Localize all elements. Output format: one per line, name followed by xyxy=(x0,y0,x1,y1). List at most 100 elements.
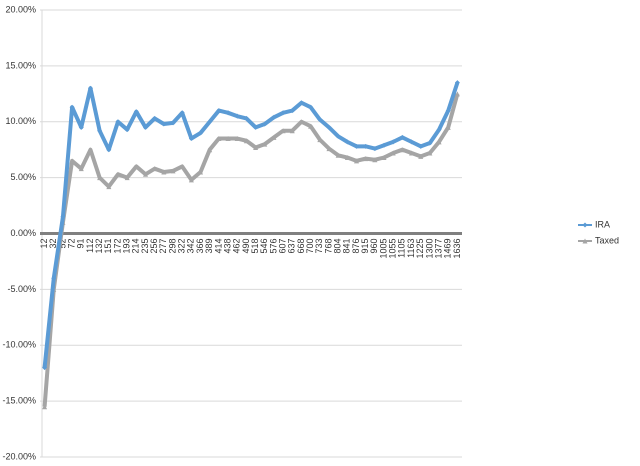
y-tick-label: 0.00% xyxy=(10,228,36,238)
x-tick-label: 1225 xyxy=(415,239,425,259)
data-point xyxy=(262,121,268,127)
data-point xyxy=(207,119,213,125)
data-point xyxy=(354,158,359,164)
data-point xyxy=(280,110,286,116)
data-point xyxy=(381,155,387,161)
data-point xyxy=(335,152,341,158)
y-tick-label: 20.00% xyxy=(5,4,36,14)
data-point xyxy=(78,124,84,130)
data-point xyxy=(399,134,405,140)
legend-marker xyxy=(582,238,588,244)
x-tick-label: 607 xyxy=(277,239,287,254)
y-tick-label: 15.00% xyxy=(5,60,36,70)
x-tick-label: 342 xyxy=(186,239,196,254)
data-point xyxy=(234,136,240,142)
x-tick-label: 32 xyxy=(48,239,58,249)
x-tick-label: 151 xyxy=(103,239,113,254)
data-point xyxy=(271,134,277,140)
data-point xyxy=(253,124,259,130)
data-point xyxy=(51,275,57,281)
x-tick-label: 576 xyxy=(268,239,278,254)
data-point xyxy=(225,110,231,116)
data-point xyxy=(69,104,75,110)
data-point xyxy=(115,119,121,125)
x-tick-label: 1105 xyxy=(397,239,407,258)
data-point xyxy=(308,123,314,129)
data-point xyxy=(253,144,259,150)
x-tick-label: 518 xyxy=(250,239,260,254)
x-tick-label: 1055 xyxy=(388,239,398,259)
data-point xyxy=(106,184,112,190)
data-point xyxy=(445,124,451,130)
data-point xyxy=(308,104,314,110)
x-tick-label: 112 xyxy=(85,239,95,253)
x-tick-label: 668 xyxy=(296,239,306,254)
x-tick-label: 841 xyxy=(342,239,352,254)
data-point xyxy=(243,115,249,121)
y-tick-label: -10.00% xyxy=(2,340,36,350)
x-tick-label: 1300 xyxy=(424,239,434,259)
x-tick-label: 322 xyxy=(177,239,187,254)
data-point xyxy=(188,177,194,183)
data-point xyxy=(143,171,148,177)
series-line xyxy=(42,93,460,407)
data-point xyxy=(124,127,130,133)
data-point xyxy=(427,150,433,156)
data-point xyxy=(60,214,66,220)
data-point xyxy=(106,147,112,153)
data-point xyxy=(363,143,369,149)
data-point xyxy=(409,150,415,156)
data-point xyxy=(170,120,176,126)
x-tick-label: 462 xyxy=(232,239,242,254)
data-point xyxy=(69,158,75,164)
data-point xyxy=(372,146,378,152)
y-tick-label: -5.00% xyxy=(7,284,36,294)
data-point xyxy=(399,147,405,153)
data-point xyxy=(326,146,332,152)
x-tick-label: 214 xyxy=(131,239,141,254)
data-point xyxy=(152,115,158,121)
data-point xyxy=(179,110,185,116)
data-point xyxy=(161,121,167,127)
x-tick-label: 1636 xyxy=(452,239,462,259)
x-tick-label: 733 xyxy=(314,239,324,254)
data-point xyxy=(289,108,295,114)
data-point xyxy=(372,157,378,163)
legend-label: IRA xyxy=(595,219,610,229)
data-point xyxy=(344,155,350,161)
data-point xyxy=(188,136,194,142)
x-tick-label: 876 xyxy=(351,239,361,254)
data-point xyxy=(390,139,396,145)
data-point xyxy=(234,113,240,119)
x-tick-label: 915 xyxy=(360,239,370,254)
data-point xyxy=(335,133,341,139)
data-point xyxy=(381,142,387,148)
x-tick-label: 52 xyxy=(57,239,67,249)
data-point xyxy=(317,137,323,143)
data-point xyxy=(289,128,295,134)
data-point xyxy=(262,141,268,147)
x-tick-label: 389 xyxy=(204,239,214,254)
data-point xyxy=(161,169,167,175)
x-tick-label: 277 xyxy=(158,239,168,254)
data-point xyxy=(390,150,396,156)
data-point xyxy=(354,143,359,149)
data-point xyxy=(207,147,213,153)
data-point xyxy=(87,147,93,153)
data-point xyxy=(363,156,369,162)
x-tick-label: 768 xyxy=(323,239,333,254)
x-tick-label: 91 xyxy=(76,239,86,249)
x-tick-label: 256 xyxy=(149,239,159,254)
legend-label: Taxed xyxy=(595,235,619,245)
data-point xyxy=(454,91,460,97)
data-point xyxy=(298,119,304,125)
x-tick-label: 960 xyxy=(369,239,379,254)
x-tick-label: 132 xyxy=(94,239,104,254)
data-point xyxy=(179,163,185,169)
data-point xyxy=(97,128,103,134)
data-point xyxy=(124,175,130,181)
data-point xyxy=(409,139,415,145)
x-tick-label: 1469 xyxy=(443,239,453,259)
x-tick-label: 298 xyxy=(167,239,177,254)
